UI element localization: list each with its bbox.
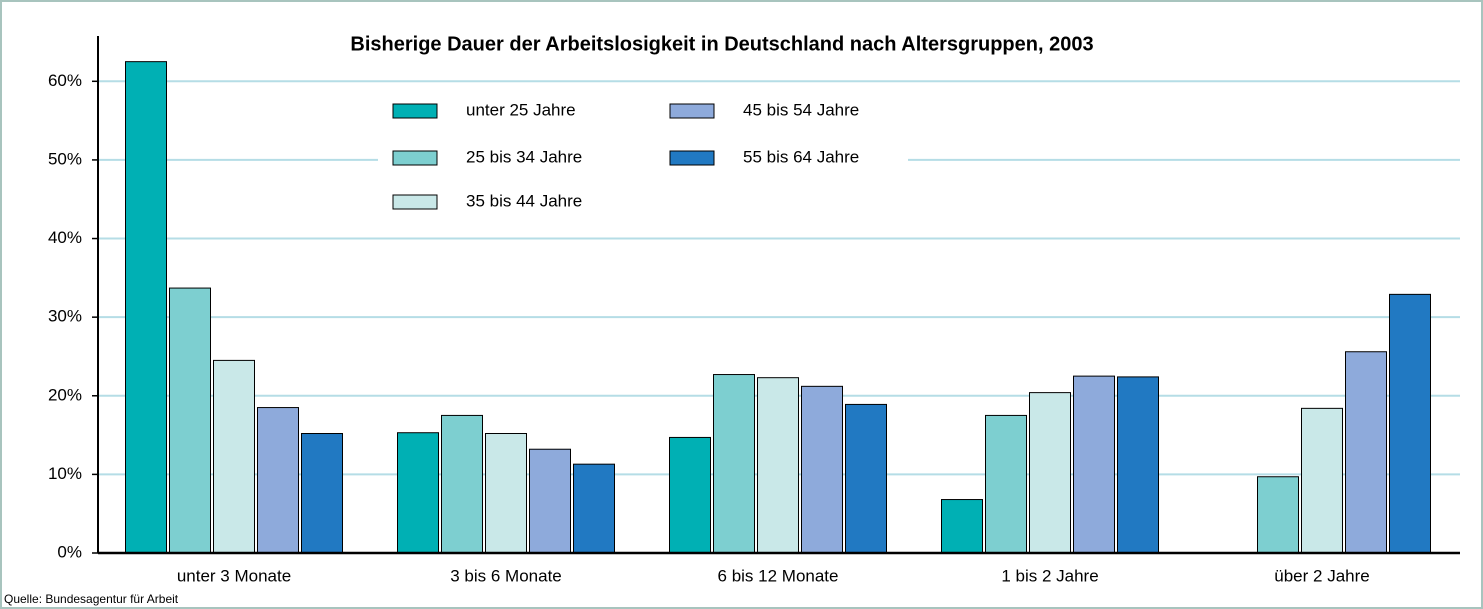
bar [441,414,483,554]
y-tick-label: 60% [48,71,82,90]
bar [1301,407,1343,554]
legend-label: 25 bis 34 Jahre [466,147,582,166]
bar [169,287,211,554]
x-tick-label: 1 bis 2 Jahre [1001,566,1098,585]
legend-background [378,95,908,219]
y-tick-label: 10% [48,464,82,483]
legend-label: 35 bis 44 Jahre [466,191,582,210]
x-tick-label: 6 bis 12 Monate [718,566,839,585]
bar [1029,392,1071,554]
y-tick-label: 20% [48,385,82,404]
legend-swatch [392,150,438,166]
x-tick-label: über 2 Jahre [1274,566,1369,585]
legend-label: unter 25 Jahre [466,100,576,119]
bar [845,403,887,554]
x-tick-label: 3 bis 6 Monate [450,566,562,585]
legend-swatch [669,103,715,119]
bar [757,377,799,554]
legend-swatch [392,103,438,119]
bar [1345,351,1387,554]
y-tick-label: 50% [48,149,82,168]
bar [485,433,527,554]
bar [257,407,299,554]
bar [713,374,755,554]
bar [941,499,983,554]
bar [1257,476,1299,554]
bar [985,414,1027,554]
y-tick-label: 30% [48,307,82,326]
bar [1117,376,1159,554]
chart-title: Bisherige Dauer der Arbeitslosigkeit in … [350,33,1093,55]
bar [1389,293,1431,554]
bar [125,61,167,554]
bar [801,385,843,554]
x-tick-label: unter 3 Monate [177,566,291,585]
legend-swatch [392,194,438,210]
legend-swatch [669,150,715,166]
legend-label: 55 bis 64 Jahre [743,147,859,166]
bar [573,463,615,554]
bar [669,436,711,554]
bar [1073,375,1115,554]
y-tick-label: 0% [57,542,82,561]
y-tick-label: 40% [48,228,82,247]
source-note: Quelle: Bundesagentur für Arbeit [4,592,179,606]
bar [301,433,343,554]
bar [529,448,571,554]
legend-label: 45 bis 54 Jahre [743,100,859,119]
bar [213,359,255,554]
bar [397,432,439,554]
